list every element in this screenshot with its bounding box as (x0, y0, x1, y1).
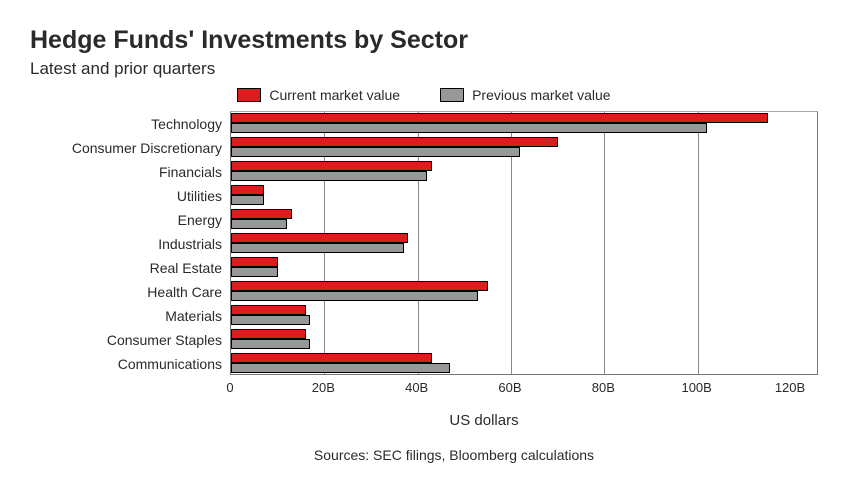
category-label: Utilities (30, 184, 230, 208)
bar-current (231, 209, 292, 219)
legend-swatch-previous (440, 88, 464, 102)
category-label: Materials (30, 304, 230, 328)
bar-current (231, 257, 278, 267)
legend-label-previous: Previous market value (472, 87, 611, 103)
bar-current (231, 233, 408, 243)
bar-previous (231, 195, 264, 205)
bar-group (231, 280, 791, 304)
category-label: Consumer Discretionary (30, 136, 230, 160)
legend-item-current: Current market value (237, 87, 400, 103)
bar-group (231, 352, 791, 376)
bar-previous (231, 363, 450, 373)
bar-group (231, 112, 791, 136)
chart-subtitle: Latest and prior quarters (30, 59, 818, 79)
chart-title: Hedge Funds' Investments by Sector (30, 26, 818, 55)
legend-swatch-current (237, 88, 261, 102)
bar-current (231, 161, 432, 171)
x-tick: 40B (405, 380, 428, 395)
bar-group (231, 160, 791, 184)
bar-group (231, 136, 791, 160)
x-tick: 0 (226, 380, 233, 395)
bar-current (231, 113, 768, 123)
bar-group (231, 184, 791, 208)
legend-item-previous: Previous market value (440, 87, 611, 103)
chart-page: Hedge Funds' Investments by Sector Lates… (0, 0, 848, 500)
bar-previous (231, 291, 478, 301)
bar-previous (231, 315, 310, 325)
bar-group (231, 304, 791, 328)
bar-previous (231, 339, 310, 349)
bar-current (231, 185, 264, 195)
bar-groups (231, 112, 817, 374)
category-label: Financials (30, 160, 230, 184)
bar-previous (231, 267, 278, 277)
y-axis-labels: TechnologyConsumer DiscretionaryFinancia… (30, 111, 230, 376)
x-tick: 60B (498, 380, 521, 395)
bar-current (231, 353, 432, 363)
bar-previous (231, 171, 427, 181)
bar-group (231, 232, 791, 256)
bar-group (231, 256, 791, 280)
category-label: Communications (30, 352, 230, 376)
chart-area: TechnologyConsumer DiscretionaryFinancia… (30, 111, 818, 376)
bar-group (231, 328, 791, 352)
category-label: Energy (30, 208, 230, 232)
x-tick: 80B (592, 380, 615, 395)
category-label: Health Care (30, 280, 230, 304)
category-label: Technology (30, 112, 230, 136)
bar-current (231, 281, 488, 291)
x-axis-ticks: 020B40B60B80B100B120B (230, 376, 790, 406)
legend: Current market value Previous market val… (30, 87, 818, 103)
sources-note: Sources: SEC filings, Bloomberg calculat… (90, 447, 818, 463)
x-tick: 20B (312, 380, 335, 395)
plot-area (230, 111, 818, 375)
category-label: Consumer Staples (30, 328, 230, 352)
bar-group (231, 208, 791, 232)
bar-current (231, 329, 306, 339)
bar-previous (231, 219, 287, 229)
x-tick: 120B (775, 380, 805, 395)
bar-current (231, 305, 306, 315)
category-label: Industrials (30, 232, 230, 256)
category-label: Real Estate (30, 256, 230, 280)
bar-previous (231, 243, 404, 253)
x-tick: 100B (681, 380, 711, 395)
x-axis-label: US dollars (150, 412, 818, 429)
bar-previous (231, 123, 707, 133)
bar-previous (231, 147, 520, 157)
bar-current (231, 137, 558, 147)
legend-label-current: Current market value (269, 87, 400, 103)
